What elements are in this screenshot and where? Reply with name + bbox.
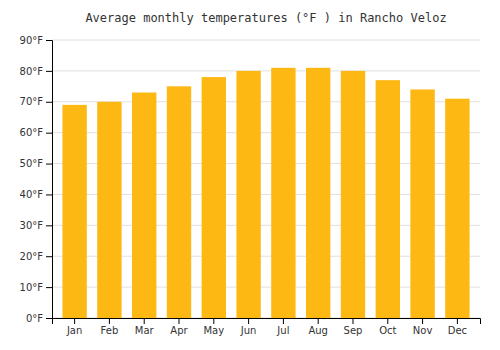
x-tick: Sep	[344, 318, 363, 336]
x-tick-label: Oct	[379, 325, 396, 336]
x-tick-label: Jan	[66, 325, 82, 336]
plot-area: 0°F 10°F 20°F 30°F 40°F 50°F 60°F 70°F 80°F 90°F J…	[20, 35, 481, 336]
y-axis: 0°F 10°F 20°F 30°F 40°F 50°F 60°F 70°F 80°F 90°F	[20, 35, 53, 324]
y-tick: 40°F	[20, 189, 52, 200]
chart-title: Average monthly temperatures (°F ) in Ra…	[85, 11, 446, 25]
bar	[97, 102, 121, 318]
y-tick-label: 80°F	[20, 66, 44, 77]
x-tick: Oct	[379, 318, 396, 336]
x-tick-mark	[283, 318, 284, 324]
grid	[52, 40, 480, 318]
x-tick-label: Jun	[240, 325, 257, 336]
y-tick-mark	[46, 102, 52, 103]
x-tick-label: Nov	[413, 325, 433, 336]
y-tick-mark	[46, 133, 52, 134]
y-tick: 60°F	[20, 127, 52, 138]
x-tick: Aug	[308, 318, 328, 336]
x-tick-mark	[387, 318, 388, 324]
x-tick-mark	[352, 318, 353, 324]
x-tick: Mar	[135, 318, 155, 336]
x-tick: Feb	[101, 318, 119, 336]
y-tick: 20°F	[20, 251, 52, 262]
x-tick: Jan	[66, 318, 82, 336]
y-tick: 0°F	[26, 313, 52, 324]
y-tick-label: 70°F	[20, 96, 44, 107]
bar	[445, 99, 469, 318]
bar	[271, 68, 295, 318]
x-tick-mark	[74, 318, 75, 324]
x-tick: Jul	[276, 318, 289, 336]
y-tick: 90°F	[20, 35, 52, 46]
x-tick: May	[203, 318, 224, 336]
x-tick-label: Dec	[448, 325, 467, 336]
x-tick: Apr	[170, 318, 188, 336]
bar	[410, 89, 434, 318]
y-tick-label: 90°F	[20, 35, 44, 46]
x-tick-mark	[318, 318, 319, 324]
y-tick-label: 50°F	[20, 158, 44, 169]
x-tick-label: Aug	[308, 325, 328, 336]
x-tick-label: May	[203, 325, 224, 336]
y-tick-mark	[46, 256, 52, 257]
chart-container: 0°F 10°F 20°F 30°F 40°F 50°F 60°F 70°F 80°F 90°F J…	[0, 0, 500, 350]
chart-svg: 0°F 10°F 20°F 30°F 40°F 50°F 60°F 70°F 80°F 90°F J…	[0, 0, 500, 350]
x-tick-label: Apr	[170, 325, 188, 336]
y-tick: 80°F	[20, 66, 52, 77]
bar	[62, 105, 86, 318]
y-axis-line	[46, 41, 53, 319]
x-tick-mark	[422, 318, 423, 324]
x-axis-line	[53, 319, 481, 325]
y-tick-label: 0°F	[26, 313, 43, 324]
bar	[202, 77, 226, 318]
y-tick: 30°F	[20, 220, 52, 231]
x-tick: Nov	[413, 318, 433, 336]
y-tick-mark	[46, 225, 52, 226]
x-tick-mark	[179, 318, 180, 324]
x-tick-label: Mar	[135, 325, 155, 336]
y-tick-label: 20°F	[20, 251, 44, 262]
x-axis: Jan Feb Mar Apr May Jun Jul Aug Sep Oct Nov Dec	[53, 318, 481, 336]
bar	[306, 68, 330, 318]
bar	[132, 93, 156, 318]
y-tick-mark	[46, 40, 52, 41]
bars	[62, 68, 469, 318]
grid-line	[52, 40, 480, 41]
y-tick: 70°F	[20, 96, 52, 107]
y-tick-label: 10°F	[20, 282, 44, 293]
y-tick-label: 40°F	[20, 189, 44, 200]
y-tick-mark	[46, 287, 52, 288]
x-tick-mark	[109, 318, 110, 324]
x-tick-label: Feb	[101, 325, 119, 336]
y-tick-label: 30°F	[20, 220, 44, 231]
bar	[341, 71, 365, 318]
x-tick-label: Jul	[276, 325, 289, 336]
bar	[167, 86, 191, 318]
y-tick-mark	[46, 164, 52, 165]
y-tick-mark	[46, 71, 52, 72]
y-tick-mark	[46, 318, 52, 319]
y-tick: 50°F	[20, 158, 52, 169]
y-tick-label: 60°F	[20, 127, 44, 138]
x-tick-mark	[213, 318, 214, 324]
y-tick: 10°F	[20, 282, 52, 293]
x-tick: Dec	[448, 318, 467, 336]
bar	[236, 71, 260, 318]
x-tick: Jun	[240, 318, 257, 336]
x-tick-label: Sep	[344, 325, 363, 336]
bar	[376, 80, 400, 318]
x-tick-mark	[144, 318, 145, 324]
grid-line	[52, 70, 480, 71]
x-tick-mark	[248, 318, 249, 324]
y-tick-mark	[46, 194, 52, 195]
x-tick-mark	[457, 318, 458, 324]
